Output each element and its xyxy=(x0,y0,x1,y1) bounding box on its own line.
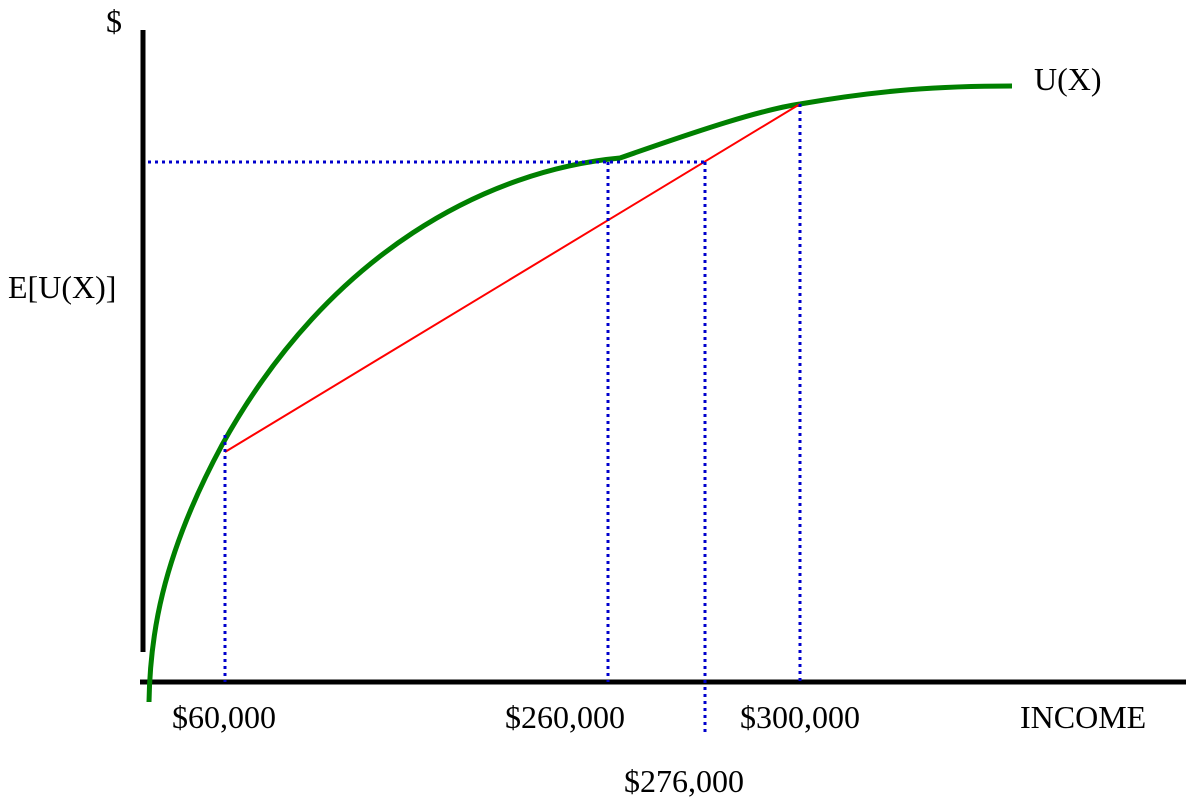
expected-utility-label: E[U(X)] xyxy=(8,269,116,305)
income-label-260000: $260,000 xyxy=(505,699,625,735)
income-label-60000: $60,000 xyxy=(172,699,276,735)
income-label-276000: $276,000 xyxy=(624,763,744,797)
utility-curve xyxy=(146,83,1013,703)
income-label-300000: $300,000 xyxy=(740,699,860,735)
y-axis-label: $ xyxy=(106,3,122,39)
curve-label: U(X) xyxy=(1034,61,1102,97)
expected-utility-chord xyxy=(224,103,801,453)
x-axis-label: INCOME xyxy=(1020,699,1146,735)
